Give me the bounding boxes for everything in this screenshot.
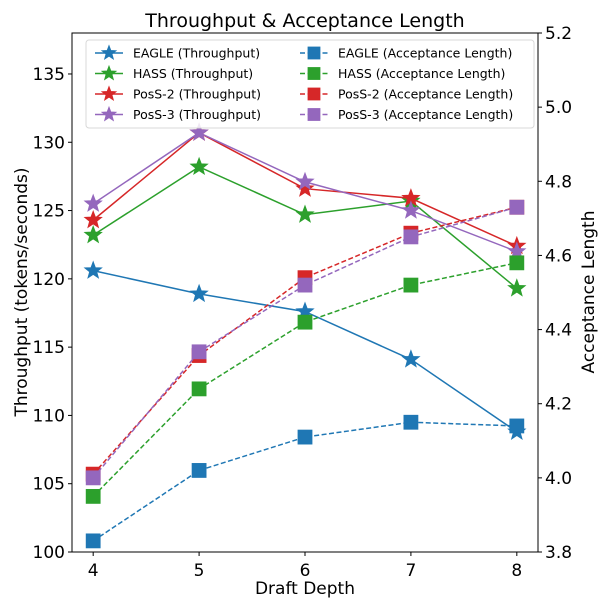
series-poss-2-throughput — [83, 122, 527, 255]
x-tick-label: 6 — [300, 561, 311, 581]
star-marker — [189, 122, 209, 141]
square-marker — [191, 344, 207, 360]
series-poss-3-throughput — [83, 122, 527, 260]
legend-label: PosS-3 (Acceptance Length) — [338, 107, 513, 122]
x-tick-label: 7 — [405, 561, 416, 581]
y2-tick-label: 4.0 — [545, 469, 572, 489]
x-tick-label: 4 — [88, 561, 99, 581]
legend-label: PosS-2 (Throughput) — [133, 87, 261, 102]
star-marker — [83, 193, 103, 212]
y-tick-label: 130 — [33, 133, 65, 153]
legend-square-icon — [307, 87, 321, 101]
y2-tick-label: 4.4 — [545, 321, 572, 341]
legend-square-icon — [307, 67, 321, 80]
y-axis-right: 3.8 4.0 4.2 4.4 4.6 4.8 5.0 5.2 — [538, 24, 572, 563]
star-marker — [401, 349, 421, 368]
legend-item: PosS-2 (Acceptance Length) — [300, 87, 513, 102]
legend-item: HASS (Throughput) — [95, 64, 253, 81]
series-poss-3-acceptance-length — [85, 199, 525, 486]
y-tick-label: 120 — [33, 270, 65, 290]
legend-square-icon — [307, 46, 321, 60]
x-tick-label: 8 — [511, 561, 522, 581]
square-marker — [85, 533, 101, 549]
star-marker — [295, 178, 315, 197]
series-line — [92, 421, 517, 542]
y-tick-label: 115 — [33, 338, 65, 358]
legend-star-icon — [100, 85, 118, 101]
star-marker — [507, 241, 527, 260]
square-marker — [191, 463, 207, 478]
legend-star-icon — [100, 105, 118, 122]
legend-frame — [85, 39, 535, 129]
square-marker — [297, 277, 313, 293]
legend-label: PosS-2 (Acceptance Length) — [338, 87, 513, 102]
legend-star-icon — [100, 64, 118, 81]
chart-title: Throughput & Acceptance Length — [144, 10, 464, 32]
star-marker — [83, 224, 103, 244]
star-marker — [189, 283, 209, 303]
square-marker — [509, 255, 525, 271]
x-axis: 4 5 6 7 8 — [88, 552, 522, 581]
square-marker — [509, 199, 525, 215]
x-axis-label: Draft Depth — [255, 579, 355, 599]
legend-item: EAGLE (Throughput) — [95, 44, 260, 61]
square-marker — [297, 429, 313, 445]
legend: EAGLE (Throughput) HASS (Throughput) PosS-… — [85, 39, 535, 129]
series-line — [92, 206, 517, 475]
series-hass-acceptance-length — [85, 255, 525, 504]
series-layer — [83, 122, 527, 549]
legend-label: HASS (Throughput) — [133, 66, 253, 81]
star-marker — [295, 204, 315, 223]
series-eagle-acceptance-length — [85, 414, 525, 549]
legend-item: EAGLE (Acceptance Length) — [300, 46, 512, 61]
square-marker — [403, 414, 419, 430]
series-line — [93, 269, 518, 433]
legend-label: HASS (Acceptance Length) — [338, 66, 505, 81]
legend-star-icon — [100, 44, 118, 60]
star-marker — [83, 260, 103, 279]
y-tick-label: 135 — [33, 65, 65, 85]
legend-item: PosS-3 (Acceptance Length) — [300, 107, 513, 122]
legend-label: PosS-3 (Throughput) — [133, 107, 261, 122]
square-marker — [297, 314, 313, 330]
star-marker — [189, 156, 209, 176]
series-line — [92, 262, 517, 497]
y2-tick-label: 4.2 — [545, 395, 572, 415]
y-tick-label: 110 — [33, 406, 65, 426]
star-marker — [83, 209, 103, 229]
square-marker — [403, 229, 419, 245]
legend-label: EAGLE (Throughput) — [133, 46, 260, 61]
x-tick-label: 5 — [194, 561, 205, 581]
star-marker — [295, 171, 315, 191]
legend-label: EAGLE (Acceptance Length) — [338, 46, 512, 61]
star-marker — [401, 200, 421, 219]
y2-tick-label: 5.0 — [545, 98, 572, 118]
square-marker — [85, 488, 101, 504]
square-marker — [85, 470, 101, 486]
legend-item: PosS-2 (Throughput) — [95, 85, 261, 102]
y-tick-label: 105 — [33, 475, 65, 495]
square-marker — [191, 381, 207, 397]
legend-item: HASS (Acceptance Length) — [300, 66, 505, 81]
y2-tick-label: 4.6 — [545, 246, 572, 266]
y-tick-label: 100 — [33, 543, 65, 563]
y2-axis-label: Acceptance Length — [579, 211, 599, 374]
y-axis-left: 100 105 110 115 120 125 130 135 — [33, 65, 72, 563]
legend-square-icon — [307, 108, 321, 121]
y2-tick-label: 3.8 — [545, 543, 572, 563]
y2-tick-label: 4.8 — [545, 172, 572, 192]
legend-item: PosS-3 (Throughput) — [95, 105, 261, 122]
square-marker — [403, 277, 419, 293]
y-tick-label: 125 — [33, 202, 65, 222]
y2-tick-label: 5.2 — [545, 24, 572, 44]
y-axis-label: Throughput (tokens/seconds) — [12, 167, 32, 417]
star-marker — [507, 278, 527, 297]
square-marker — [509, 418, 525, 434]
